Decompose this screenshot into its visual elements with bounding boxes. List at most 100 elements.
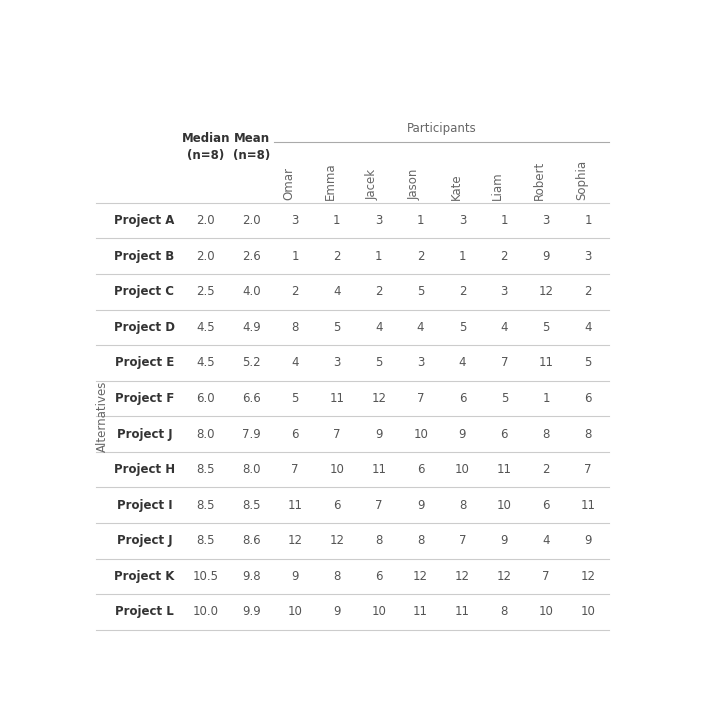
Text: 8.5: 8.5: [197, 499, 215, 512]
Text: 7: 7: [292, 463, 299, 476]
Text: 12: 12: [372, 392, 386, 405]
Text: 6: 6: [500, 428, 508, 441]
Text: Project J: Project J: [117, 534, 172, 547]
Text: 5: 5: [585, 356, 592, 369]
Text: 7: 7: [333, 428, 341, 441]
Text: 1: 1: [333, 214, 341, 227]
Text: Project A: Project A: [114, 214, 174, 227]
Text: 5: 5: [542, 321, 550, 334]
Text: 7: 7: [417, 392, 424, 405]
Text: Project D: Project D: [114, 321, 175, 334]
Text: 3: 3: [585, 250, 592, 263]
Text: 1: 1: [417, 214, 424, 227]
Text: Project B: Project B: [114, 250, 174, 263]
Text: 2.0: 2.0: [197, 250, 215, 263]
Text: 3: 3: [459, 214, 466, 227]
Text: Project C: Project C: [114, 285, 174, 298]
Text: 4: 4: [417, 321, 424, 334]
Text: 11: 11: [539, 356, 554, 369]
Text: Project H: Project H: [114, 463, 175, 476]
Text: 9: 9: [292, 570, 299, 583]
Text: 8: 8: [292, 321, 299, 334]
Text: 8.0: 8.0: [243, 463, 261, 476]
Text: 4.5: 4.5: [197, 321, 215, 334]
Text: 2: 2: [459, 285, 467, 298]
Text: 12: 12: [330, 534, 344, 547]
Text: 11: 11: [580, 499, 595, 512]
Text: 4: 4: [375, 321, 382, 334]
Text: 10.5: 10.5: [193, 570, 219, 583]
Text: Omar: Omar: [282, 167, 295, 200]
Text: 5: 5: [417, 285, 424, 298]
Text: Liam: Liam: [491, 171, 504, 200]
Text: 1: 1: [375, 250, 382, 263]
Text: 10: 10: [287, 606, 302, 618]
Text: 9.9: 9.9: [243, 606, 261, 618]
Text: 12: 12: [580, 570, 595, 583]
Text: Project L: Project L: [115, 606, 174, 618]
Text: 8: 8: [500, 606, 508, 618]
Text: Robert: Robert: [534, 161, 546, 200]
Text: Alternatives: Alternatives: [96, 381, 109, 452]
Text: 12: 12: [455, 570, 470, 583]
Text: 2: 2: [333, 250, 341, 263]
Text: 6.0: 6.0: [197, 392, 215, 405]
Text: 6: 6: [417, 463, 424, 476]
Text: 7.9: 7.9: [243, 428, 261, 441]
Text: 5: 5: [333, 321, 341, 334]
Text: 5: 5: [375, 356, 382, 369]
Text: 2: 2: [375, 285, 382, 298]
Text: Jason: Jason: [408, 168, 420, 200]
Text: 8.5: 8.5: [243, 499, 261, 512]
Text: 7: 7: [542, 570, 550, 583]
Text: 9: 9: [375, 428, 382, 441]
Text: 5: 5: [459, 321, 466, 334]
Text: Sophia: Sophia: [575, 160, 588, 200]
Text: 11: 11: [287, 499, 302, 512]
Text: Participants: Participants: [407, 122, 477, 135]
Text: 4: 4: [333, 285, 341, 298]
Text: 2: 2: [500, 250, 508, 263]
Text: 4.5: 4.5: [197, 356, 215, 369]
Text: Mean
(n=8): Mean (n=8): [233, 132, 271, 163]
Text: 2: 2: [292, 285, 299, 298]
Text: 6: 6: [584, 392, 592, 405]
Text: 8: 8: [585, 428, 592, 441]
Text: 3: 3: [292, 214, 299, 227]
Text: 3: 3: [417, 356, 424, 369]
Text: 3: 3: [542, 214, 550, 227]
Text: 7: 7: [584, 463, 592, 476]
Text: 9: 9: [417, 499, 424, 512]
Text: 10: 10: [413, 428, 428, 441]
Text: 4: 4: [292, 356, 299, 369]
Text: 4: 4: [459, 356, 467, 369]
Text: 3: 3: [375, 214, 382, 227]
Text: 2.0: 2.0: [197, 214, 215, 227]
Text: 5: 5: [292, 392, 299, 405]
Text: 8: 8: [333, 570, 341, 583]
Text: 10: 10: [539, 606, 554, 618]
Text: 9: 9: [459, 428, 467, 441]
Text: 9: 9: [333, 606, 341, 618]
Text: 12: 12: [497, 570, 512, 583]
Text: 4.0: 4.0: [243, 285, 261, 298]
Text: 12: 12: [287, 534, 302, 547]
Text: 8: 8: [542, 428, 550, 441]
Text: 6: 6: [459, 392, 467, 405]
Text: 9: 9: [542, 250, 550, 263]
Text: 6: 6: [333, 499, 341, 512]
Text: 5: 5: [500, 392, 508, 405]
Text: 2.5: 2.5: [197, 285, 215, 298]
Text: 7: 7: [459, 534, 467, 547]
Text: 9: 9: [500, 534, 508, 547]
Text: 2.0: 2.0: [243, 214, 261, 227]
Text: 4: 4: [584, 321, 592, 334]
Text: 6: 6: [375, 570, 382, 583]
Text: 11: 11: [413, 606, 428, 618]
Text: 8: 8: [417, 534, 424, 547]
Text: 2: 2: [417, 250, 424, 263]
Text: 2.6: 2.6: [243, 250, 261, 263]
Text: 1: 1: [500, 214, 508, 227]
Text: Kate: Kate: [449, 174, 462, 200]
Text: 6: 6: [292, 428, 299, 441]
